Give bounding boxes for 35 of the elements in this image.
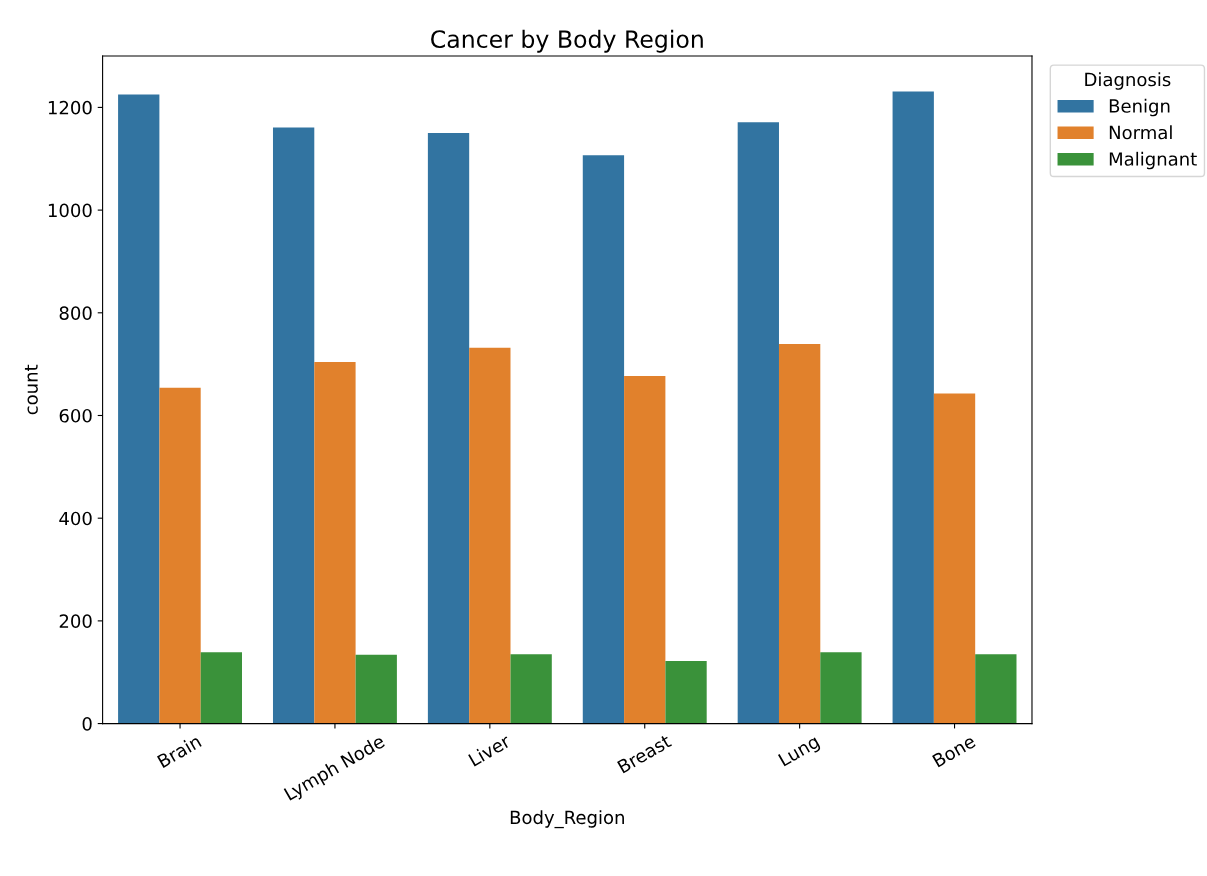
bar [933, 393, 976, 724]
x-tick-label: Brain [156, 734, 202, 769]
bar [427, 133, 470, 724]
y-tick-label: 200 [59, 614, 92, 628]
bar [582, 155, 625, 724]
legend-label: Malignant [1109, 151, 1197, 170]
y-tick-label: 600 [59, 408, 92, 423]
legend-label: Benign [1109, 98, 1170, 117]
legend-title: Diagnosis [1085, 72, 1171, 90]
bar [314, 362, 356, 724]
bar [778, 344, 821, 724]
bar [665, 660, 707, 724]
x-axis-title: Body_Region [510, 810, 624, 829]
y-axis-title: count [24, 364, 38, 415]
bar [975, 654, 1017, 724]
bar [159, 387, 201, 724]
y-tick-label: 400 [59, 511, 92, 526]
y-tick-label: 1200 [48, 100, 92, 115]
y-tick-label: 800 [59, 306, 92, 320]
bar [200, 652, 242, 724]
bar [272, 127, 315, 724]
x-tick-label: Bone [932, 734, 977, 768]
bar [355, 654, 397, 724]
bar [510, 654, 552, 724]
y-tick-label: 0 [82, 717, 92, 731]
bar [624, 375, 666, 724]
y-tick-label: 1000 [48, 203, 92, 218]
bar [737, 122, 779, 724]
x-tick-label: Lung [777, 734, 822, 770]
chart-title: Cancer by Body Region [431, 29, 703, 53]
legend-label: Normal [1109, 125, 1172, 140]
bar [892, 91, 934, 724]
bar [469, 347, 511, 724]
bar [820, 652, 862, 724]
bar [118, 94, 160, 724]
